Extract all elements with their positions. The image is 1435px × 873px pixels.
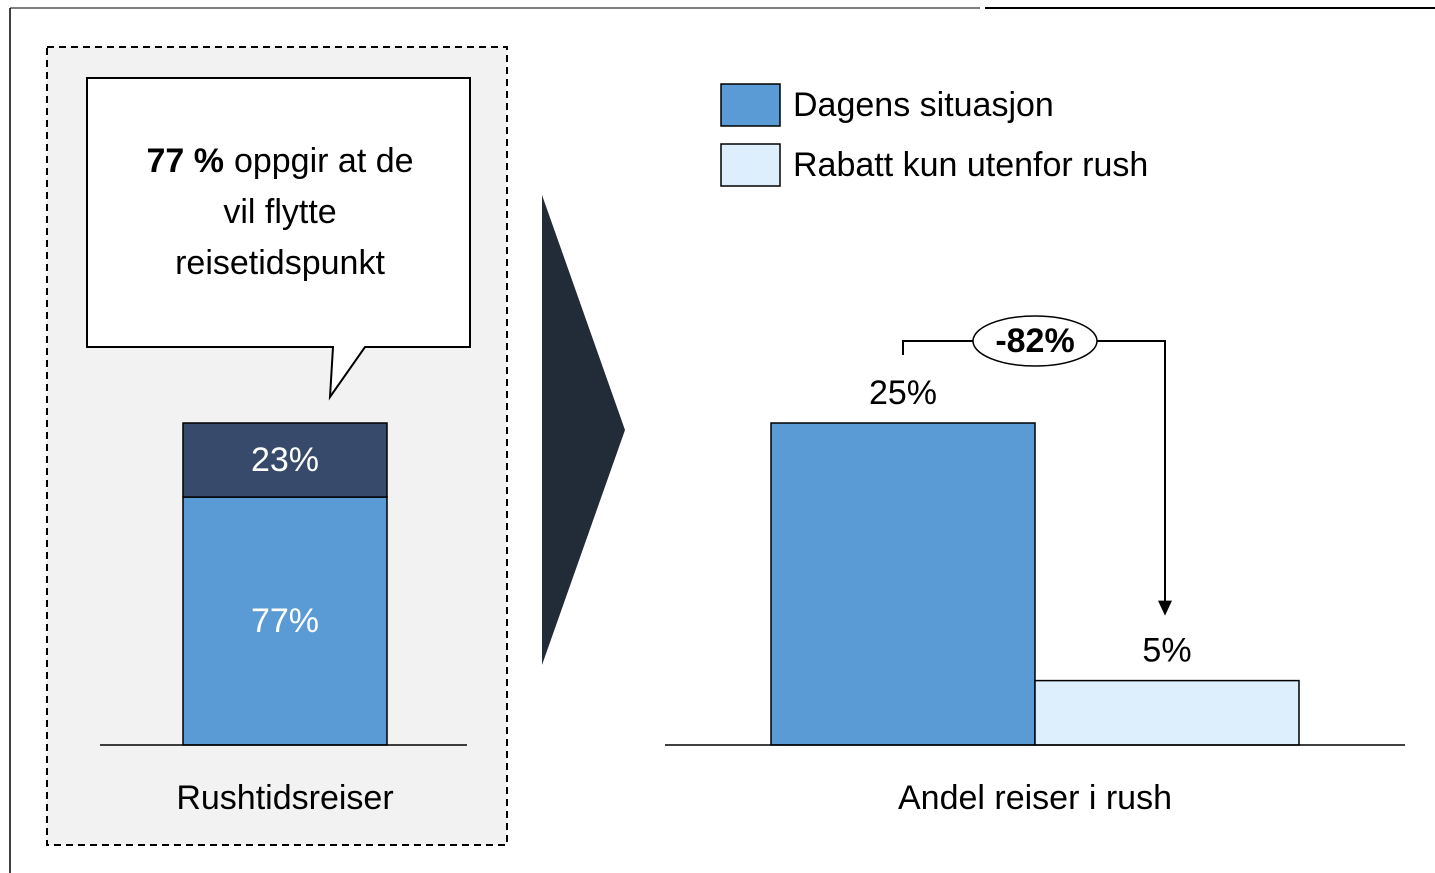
callout-text: 77 % oppgir at de — [146, 142, 413, 180]
legend-label: Rabatt kun utenfor rush — [793, 146, 1148, 184]
segment-label: 23% — [251, 441, 319, 479]
legend-swatch — [720, 143, 781, 187]
value-label: 5% — [1142, 632, 1191, 670]
speech-bubble — [86, 77, 471, 401]
bar-segment — [182, 422, 388, 498]
callout-bold: 77 % — [146, 142, 224, 180]
callout-line: reisetidspunkt — [175, 244, 385, 282]
bar — [1034, 679, 1300, 746]
arrow-shape — [542, 195, 625, 665]
annotation-badge — [972, 315, 1098, 367]
category-label: Andel reiser i rush — [898, 779, 1172, 817]
category-label: Rushtidsreiser — [176, 779, 393, 817]
callout-line: vil flytte — [223, 193, 336, 231]
legend-swatch — [720, 83, 781, 127]
arrow-head — [1158, 600, 1172, 616]
segment-label: 77% — [251, 602, 319, 640]
callout-line: oppgir at de — [234, 142, 414, 180]
bar — [770, 422, 1036, 746]
legend-label: Dagens situasjon — [793, 86, 1054, 124]
annotation: -82% — [995, 322, 1074, 360]
value-label: 25% — [869, 374, 937, 412]
